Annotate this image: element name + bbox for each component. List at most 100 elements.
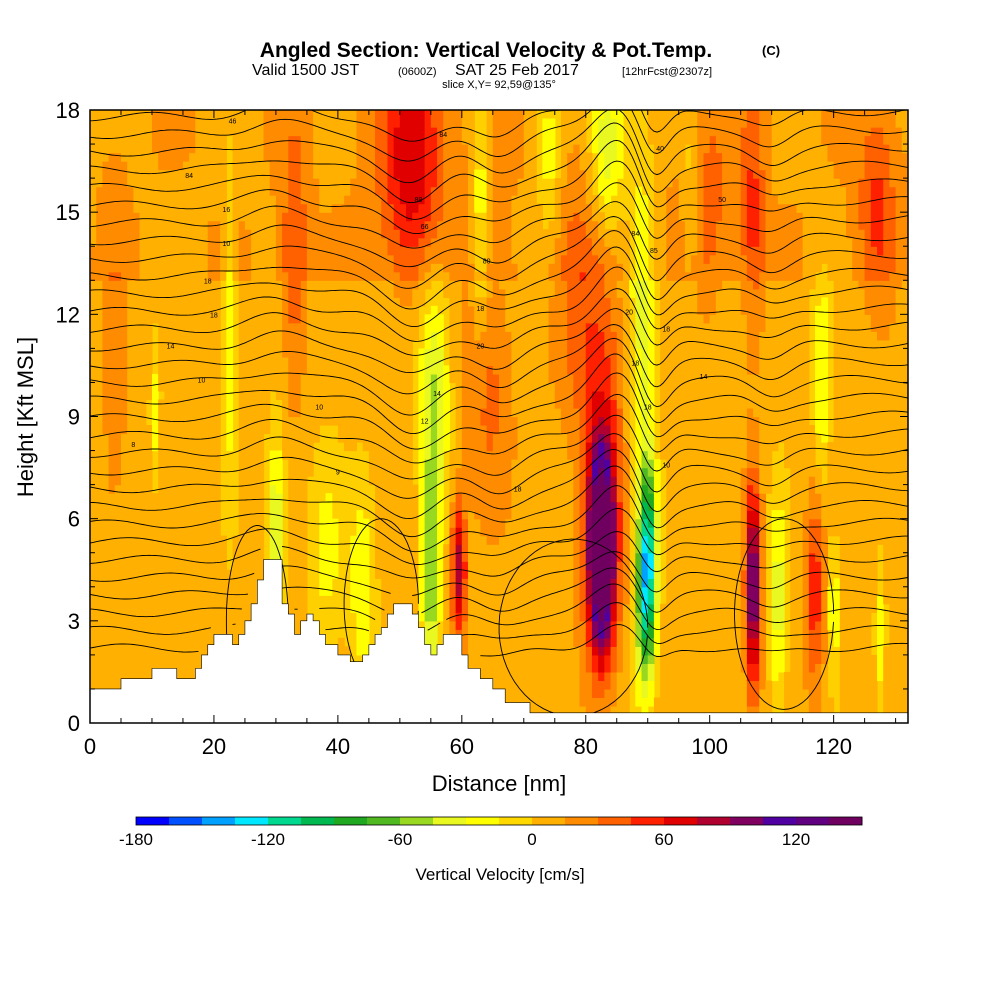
velocity-cell bbox=[282, 127, 289, 137]
velocity-cell bbox=[455, 544, 463, 554]
velocity-cell bbox=[529, 484, 537, 494]
velocity-cell bbox=[90, 612, 97, 622]
velocity-cell bbox=[133, 331, 141, 341]
velocity-cell bbox=[294, 476, 302, 486]
velocity-cell bbox=[492, 527, 500, 537]
velocity-cell bbox=[133, 348, 141, 358]
velocity-cell bbox=[127, 135, 134, 145]
velocity-cell bbox=[511, 518, 519, 528]
velocity-cell bbox=[356, 348, 364, 358]
velocity-cell bbox=[362, 433, 370, 443]
velocity-cell bbox=[344, 203, 351, 213]
velocity-cell bbox=[102, 612, 110, 622]
velocity-cell bbox=[120, 646, 128, 656]
velocity-cell bbox=[536, 407, 543, 418]
velocity-cell bbox=[356, 297, 364, 307]
velocity-cell bbox=[356, 169, 364, 179]
velocity-cell bbox=[114, 629, 122, 639]
velocity-cell bbox=[542, 135, 550, 145]
velocity-cell bbox=[492, 620, 500, 630]
velocity-cell bbox=[282, 339, 289, 349]
velocity-cell bbox=[381, 382, 389, 392]
velocity-cell bbox=[244, 161, 252, 171]
velocity-cell bbox=[468, 297, 475, 307]
velocity-cell bbox=[238, 416, 246, 426]
velocity-cell bbox=[393, 586, 401, 596]
velocity-cell bbox=[505, 220, 512, 230]
velocity-cell bbox=[294, 450, 302, 460]
velocity-cell bbox=[207, 637, 215, 647]
velocity-cell bbox=[145, 161, 153, 171]
velocity-cell bbox=[368, 382, 376, 392]
velocity-cell bbox=[387, 586, 395, 596]
velocity-cell bbox=[319, 510, 327, 520]
velocity-cell bbox=[275, 254, 283, 264]
velocity-cell bbox=[269, 322, 277, 332]
velocity-cell bbox=[443, 373, 451, 384]
velocity-cell bbox=[127, 416, 134, 426]
velocity-cell bbox=[158, 118, 165, 128]
velocity-cell bbox=[437, 203, 444, 213]
velocity-cell bbox=[393, 518, 401, 528]
velocity-cell bbox=[499, 493, 506, 503]
velocity-cell bbox=[213, 476, 221, 486]
velocity-cell bbox=[300, 203, 308, 213]
velocity-cell bbox=[529, 561, 537, 571]
velocity-cell bbox=[282, 433, 289, 443]
velocity-cell bbox=[189, 331, 196, 341]
velocity-cell bbox=[207, 535, 215, 545]
velocity-cell bbox=[127, 331, 134, 341]
velocity-cell bbox=[102, 450, 110, 460]
velocity-cell bbox=[294, 595, 302, 605]
velocity-cell bbox=[480, 450, 488, 460]
velocity-cell bbox=[325, 544, 333, 554]
velocity-cell bbox=[430, 484, 438, 494]
velocity-cell bbox=[201, 510, 209, 520]
velocity-cell bbox=[133, 169, 141, 179]
velocity-cell bbox=[560, 229, 568, 239]
velocity-cell bbox=[468, 110, 475, 120]
velocity-cell bbox=[220, 612, 227, 622]
velocity-cell bbox=[238, 425, 246, 435]
velocity-cell bbox=[288, 144, 296, 154]
velocity-cell bbox=[102, 135, 110, 145]
velocity-cell bbox=[536, 484, 543, 494]
velocity-cell bbox=[257, 493, 265, 503]
velocity-cell bbox=[120, 365, 128, 375]
velocity-cell bbox=[455, 484, 463, 494]
velocity-cell bbox=[108, 263, 116, 273]
velocity-cell bbox=[486, 476, 494, 486]
velocity-cell bbox=[505, 612, 512, 622]
velocity-cell bbox=[120, 390, 128, 401]
velocity-cell bbox=[145, 127, 153, 137]
velocity-cell bbox=[455, 280, 463, 290]
velocity-cell bbox=[499, 195, 506, 205]
velocity-cell bbox=[362, 382, 370, 392]
velocity-cell bbox=[554, 527, 562, 537]
velocity-cell bbox=[517, 305, 525, 315]
velocity-cell bbox=[399, 212, 407, 222]
velocity-cell bbox=[505, 578, 512, 588]
velocity-cell bbox=[325, 373, 333, 384]
velocity-cell bbox=[418, 110, 426, 120]
velocity-cell bbox=[331, 305, 339, 315]
velocity-cell bbox=[443, 586, 451, 596]
velocity-cell bbox=[368, 305, 376, 315]
velocity-cell bbox=[554, 586, 562, 596]
velocity-cell bbox=[523, 271, 531, 281]
velocity-cell bbox=[468, 390, 475, 401]
velocity-cell bbox=[523, 178, 531, 188]
velocity-cell bbox=[393, 110, 401, 120]
velocity-cell bbox=[449, 288, 457, 298]
velocity-cell bbox=[412, 595, 420, 605]
velocity-cell bbox=[548, 229, 556, 239]
velocity-cell bbox=[412, 195, 420, 205]
velocity-cell bbox=[207, 169, 215, 179]
velocity-cell bbox=[523, 229, 531, 239]
velocity-cell bbox=[337, 356, 345, 367]
velocity-cell bbox=[554, 399, 562, 409]
velocity-cell bbox=[362, 297, 370, 307]
velocity-cell bbox=[511, 535, 519, 545]
velocity-cell bbox=[443, 280, 451, 290]
velocity-cell bbox=[288, 127, 296, 137]
